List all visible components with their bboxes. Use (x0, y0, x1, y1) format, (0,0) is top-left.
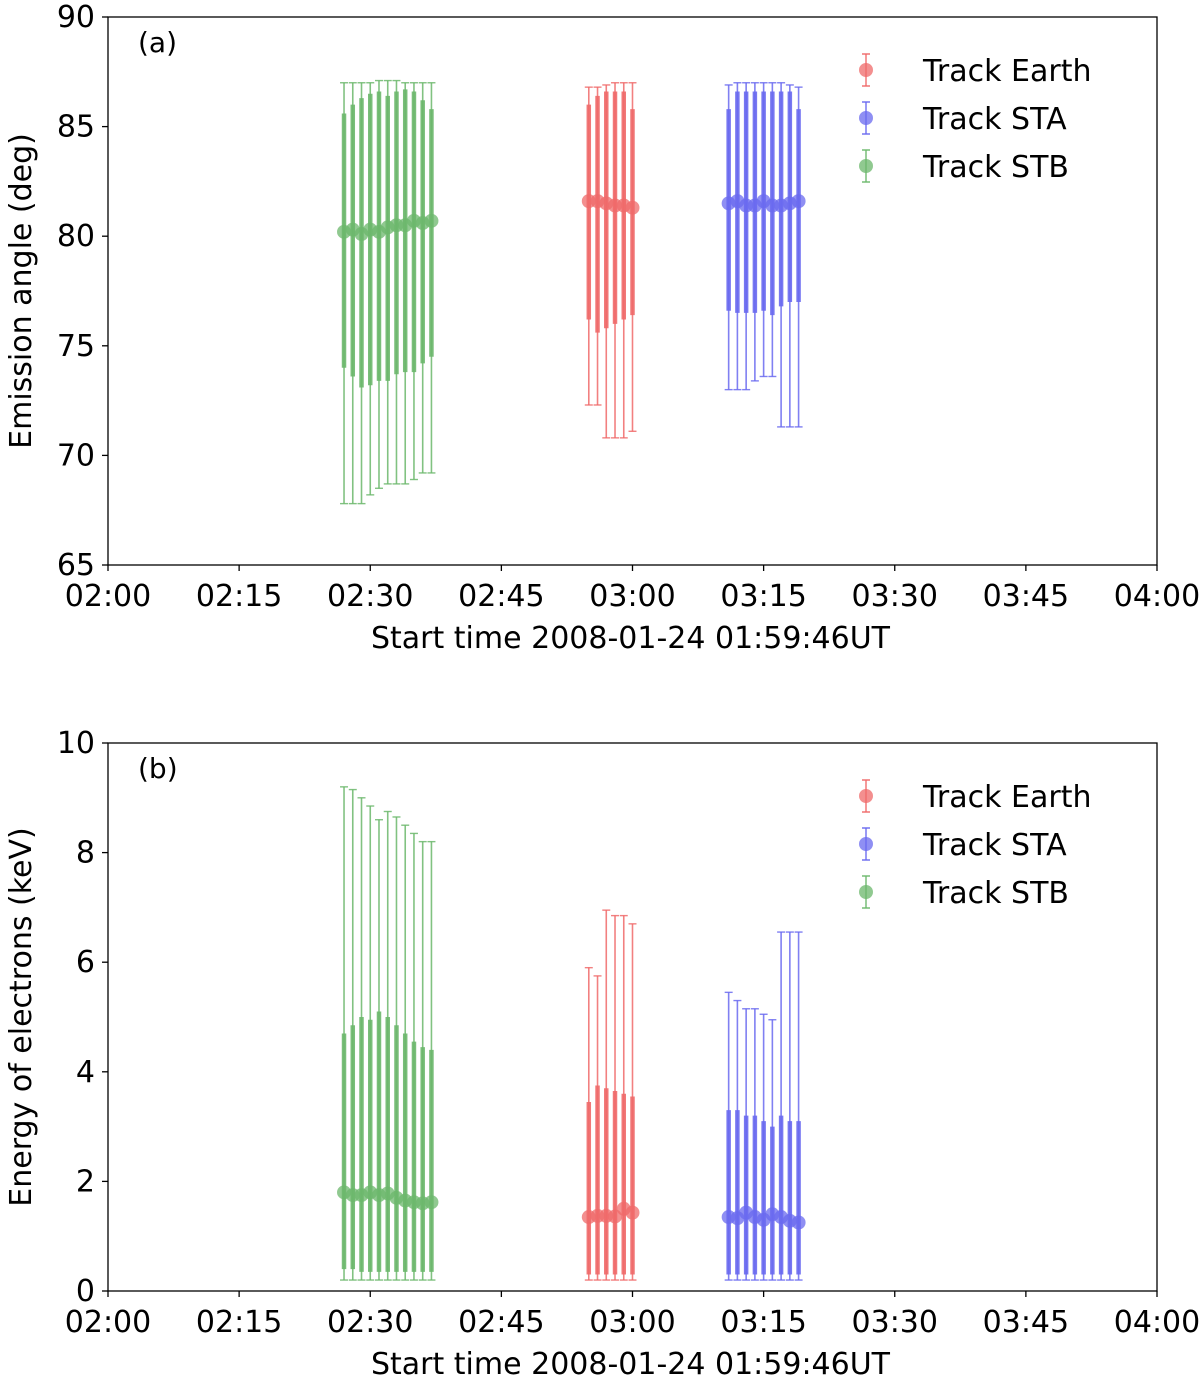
y-tick-label: 90 (57, 0, 95, 35)
x-tick-label: 02:00 (65, 1305, 151, 1340)
legend-label: Track STA (922, 828, 1067, 863)
series-track-stb (337, 786, 439, 1281)
legend-marker (859, 111, 873, 125)
series-track-stb (337, 79, 439, 505)
y-tick-label: 4 (76, 1055, 95, 1090)
y-tick-label: 8 (76, 836, 95, 871)
legend-item-track-sta: Track STA (859, 827, 1067, 863)
legend: Track Earth Track STA Track STB (859, 779, 1092, 911)
series-track-earth (581, 909, 640, 1281)
legend-label: Track STA (922, 102, 1067, 137)
legend: Track Earth Track STA Track STB (859, 53, 1092, 185)
data-point (424, 1195, 439, 1210)
data-point (608, 1209, 623, 1224)
legend-label: Track Earth (922, 54, 1092, 89)
data-point (791, 194, 806, 209)
x-tick-label: 02:45 (458, 1305, 544, 1340)
x-tick-label: 02:45 (458, 579, 544, 614)
x-tick-label: 02:15 (196, 1305, 282, 1340)
y-tick-label: 10 (57, 726, 95, 761)
data-point (424, 213, 439, 228)
panel-a: 02:00 02:15 02:30 02:45 03:00 03:15 03:30 03:45… (4, 0, 1200, 656)
x-tick-label: 03:45 (983, 579, 1069, 614)
data-point (625, 200, 640, 215)
x-tick-label: 04:00 (1114, 1305, 1200, 1340)
x-tick-label: 03:15 (720, 579, 806, 614)
x-tick-label: 03:45 (983, 1305, 1069, 1340)
x-axis-label: Start time 2008-01-24 01:59:46UT (371, 621, 891, 656)
legend-marker (859, 63, 873, 77)
x-tick-label: 03:30 (852, 1305, 938, 1340)
x-tick-label: 02:00 (65, 579, 151, 614)
legend-item-track-stb: Track STB (859, 875, 1069, 911)
y-tick-label: 65 (57, 548, 95, 583)
legend-marker (859, 789, 873, 803)
panel-label: (b) (138, 752, 178, 785)
y-tick-label: 75 (57, 329, 95, 364)
panel-label: (a) (138, 26, 177, 59)
x-tick-label: 02:30 (327, 579, 413, 614)
x-tick-label: 03:30 (852, 579, 938, 614)
legend-label: Track Earth (922, 780, 1092, 815)
y-axis-label: Emission angle (deg) (4, 133, 39, 449)
legend-item-track-sta: Track STA (859, 101, 1067, 137)
y-tick-label: 0 (76, 1274, 95, 1309)
y-tick-label: 6 (76, 945, 95, 980)
legend-item-track-stb: Track STB (859, 149, 1069, 185)
x-axis-label: Start time 2008-01-24 01:59:46UT (371, 1347, 891, 1381)
legend-label: Track STB (922, 876, 1069, 911)
y-tick-label: 2 (76, 1164, 95, 1199)
x-tick-label: 02:15 (196, 579, 282, 614)
y-axis-label: Energy of electrons (keV) (4, 827, 39, 1206)
legend-label: Track STB (922, 150, 1069, 185)
legend-marker (859, 159, 873, 173)
legend-item-track-earth: Track Earth (859, 53, 1092, 89)
x-tick-label: 03:00 (589, 579, 675, 614)
y-tick-label: 80 (57, 219, 95, 254)
series-track-sta (721, 82, 806, 428)
legend-marker (859, 885, 873, 899)
data-point (791, 1215, 806, 1230)
y-tick-label: 85 (57, 110, 95, 145)
legend-item-track-earth: Track Earth (859, 779, 1092, 815)
x-tick-label: 02:30 (327, 1305, 413, 1340)
legend-marker (859, 837, 873, 851)
x-tick-label: 04:00 (1114, 579, 1200, 614)
x-tick-label: 03:15 (720, 1305, 806, 1340)
data-point (625, 1205, 640, 1220)
y-tick-label: 70 (57, 438, 95, 473)
x-tick-label: 03:00 (589, 1305, 675, 1340)
panel-b: 02:00 02:15 02:30 02:45 03:00 03:15 03:30 03:45… (4, 726, 1200, 1381)
series-track-earth (581, 82, 640, 439)
series-track-sta (721, 931, 806, 1281)
